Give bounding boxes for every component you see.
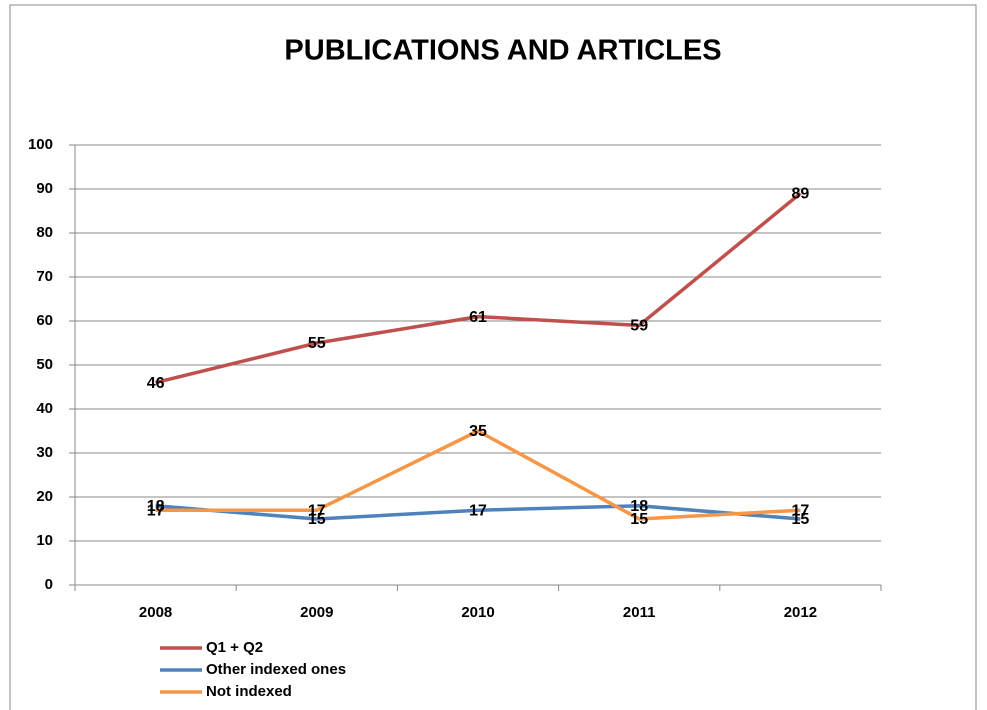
data-label: 35	[469, 423, 487, 440]
data-label: 15	[308, 511, 326, 528]
y-tick-label: 0	[45, 576, 53, 593]
data-label: 61	[469, 309, 487, 326]
x-tick-label: 2011	[623, 604, 656, 621]
y-tick-label: 40	[36, 400, 53, 417]
data-label: 89	[792, 186, 810, 203]
data-label: 46	[147, 375, 165, 392]
series-line	[155, 192, 802, 385]
chart-border	[9, 4, 977, 710]
x-tick-label: 2008	[139, 604, 172, 621]
x-tick-label: 2012	[784, 604, 817, 621]
series-line	[155, 504, 801, 521]
data-label: 17	[308, 502, 326, 519]
y-tick-label: 60	[36, 312, 53, 329]
series-line	[155, 429, 801, 521]
data-label: 18	[147, 498, 165, 515]
legend-label: Q1 + Q2	[206, 639, 263, 656]
data-label: 17	[469, 502, 487, 519]
y-tick-label: 100	[28, 136, 53, 153]
y-tick-label: 90	[36, 180, 53, 197]
legend-label: Other indexed ones	[206, 661, 346, 678]
x-tick-label: 2010	[461, 604, 494, 621]
y-tick-label: 70	[36, 268, 53, 285]
y-tick-label: 50	[36, 356, 53, 373]
x-tick-label: 2009	[300, 604, 333, 621]
y-tick-label: 80	[36, 224, 53, 241]
chart-title: PUBLICATIONS AND ARTICLES	[284, 35, 721, 67]
data-label: 15	[630, 511, 648, 528]
data-label: 17	[792, 502, 810, 519]
data-label: 59	[630, 318, 648, 335]
y-tick-label: 10	[36, 532, 53, 549]
y-tick-label: 30	[36, 444, 53, 461]
data-label: 18	[630, 498, 648, 515]
legend-label: Not indexed	[206, 683, 292, 700]
data-label: 55	[308, 335, 326, 352]
data-label: 15	[792, 511, 810, 528]
data-label: 17	[147, 502, 165, 519]
y-tick-label: 20	[36, 488, 53, 505]
